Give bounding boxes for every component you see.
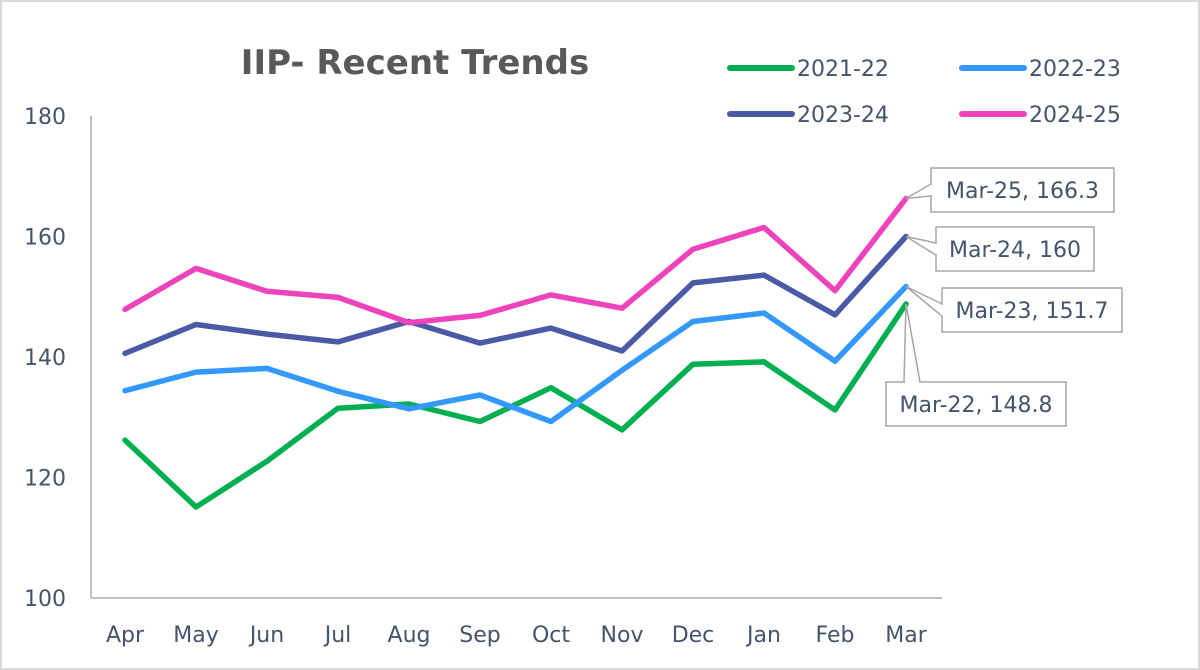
callout-leader xyxy=(905,285,943,318)
data-point xyxy=(264,458,270,464)
callout-box xyxy=(941,287,1123,333)
callout-box xyxy=(885,381,1067,427)
legend-label: 2022-23 xyxy=(1029,57,1121,82)
data-point xyxy=(619,305,625,311)
data-point xyxy=(193,504,199,510)
data-point xyxy=(264,365,270,371)
data-point xyxy=(548,292,554,298)
y-tick-label: 180 xyxy=(24,105,66,130)
callout-label: Mar-24, 160 xyxy=(949,238,1081,263)
data-point xyxy=(690,280,696,286)
series-line-2023-24 xyxy=(122,233,909,357)
data-point xyxy=(619,427,625,433)
data-point xyxy=(122,350,128,356)
chart-title: IIP- Recent Trends xyxy=(241,43,589,83)
data-point xyxy=(477,392,483,398)
data-point xyxy=(335,339,341,345)
data-point xyxy=(264,331,270,337)
data-point xyxy=(477,419,483,424)
y-tick-label: 120 xyxy=(24,467,66,492)
data-callouts: Mar-25, 166.3 Mar-24, 160 Mar-23, 151.7 Mar… xyxy=(885,167,1123,427)
data-point xyxy=(122,388,128,394)
callout-leader xyxy=(905,235,937,257)
y-tick-label: 140 xyxy=(24,346,66,371)
x-tick-label: Jun xyxy=(248,623,284,648)
data-point xyxy=(335,405,341,411)
legend-label: 2023-24 xyxy=(797,103,889,128)
x-tick-label: Sep xyxy=(459,623,500,648)
legend: 2021-22 2022-23 2023-24 2024-25 xyxy=(727,57,1121,128)
y-tick-label: 100 xyxy=(24,587,66,612)
data-point xyxy=(832,288,838,294)
data-point xyxy=(122,437,128,443)
data-point xyxy=(406,320,412,326)
callout-leader xyxy=(905,182,932,200)
data-point xyxy=(264,288,270,294)
x-tick-label: Jan xyxy=(745,623,781,648)
x-tick-label: Feb xyxy=(816,623,855,648)
data-point xyxy=(193,322,199,327)
callout-label: Mar-22, 148.8 xyxy=(899,393,1052,418)
x-tick-label: May xyxy=(173,623,218,648)
x-tick-label: Mar xyxy=(885,623,927,648)
y-tick-label: 160 xyxy=(24,226,66,251)
data-point xyxy=(761,272,767,278)
data-point xyxy=(690,246,696,252)
data-point xyxy=(406,401,412,407)
data-point xyxy=(122,306,128,312)
callout-label: Mar-25, 166.3 xyxy=(946,179,1099,204)
data-point xyxy=(548,385,554,391)
data-point xyxy=(690,361,696,367)
callout-label: Mar-23, 151.7 xyxy=(955,299,1108,324)
data-point xyxy=(690,319,696,324)
data-point xyxy=(335,294,341,300)
x-tick-label: Apr xyxy=(106,623,145,648)
data-point xyxy=(832,312,838,318)
data-point xyxy=(619,367,625,373)
x-tick-label: Dec xyxy=(672,623,715,648)
series-line-2021-22 xyxy=(122,301,909,510)
axes: 100 120 140 160 180 Apr May Jun Jul Aug Sep Oct Nov D… xyxy=(24,105,942,648)
data-point xyxy=(193,369,199,375)
series-line-2024-25 xyxy=(122,195,909,326)
data-point xyxy=(335,388,341,394)
data-point xyxy=(477,340,483,346)
data-point xyxy=(477,312,483,318)
data-point xyxy=(832,407,838,413)
series-line-2022-23 xyxy=(122,283,909,425)
callout-box xyxy=(930,167,1115,213)
legend-label: 2024-25 xyxy=(1029,103,1121,128)
data-point xyxy=(406,406,412,412)
x-tick-label: Nov xyxy=(601,623,644,648)
data-point xyxy=(548,325,554,331)
callout-box xyxy=(935,226,1095,272)
data-point xyxy=(193,265,199,271)
data-point xyxy=(761,310,767,316)
data-point xyxy=(832,358,838,364)
x-tick-label: Aug xyxy=(388,623,431,648)
x-tick-label: Jul xyxy=(323,623,352,648)
data-point xyxy=(761,225,767,230)
data-point xyxy=(761,359,767,365)
series-lines xyxy=(122,195,909,510)
callout-leader xyxy=(903,303,921,383)
data-point xyxy=(548,419,554,424)
x-tick-label: Oct xyxy=(532,623,570,648)
data-point xyxy=(619,348,625,354)
legend-label: 2021-22 xyxy=(797,57,889,82)
